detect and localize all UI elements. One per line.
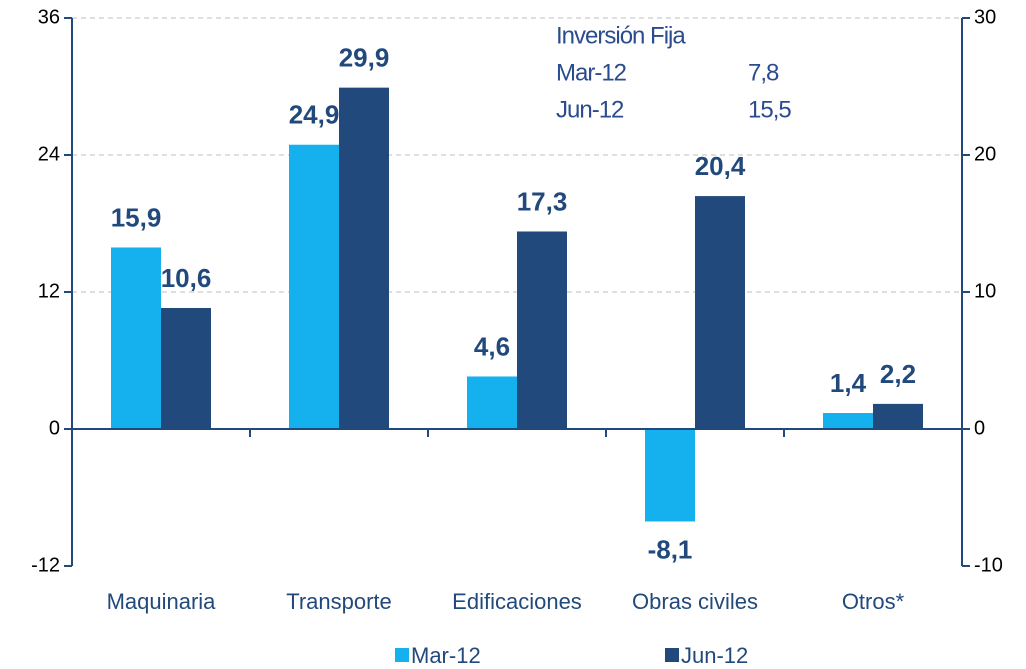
- legend-label: Mar-12: [411, 643, 481, 668]
- legend-swatch: [395, 648, 409, 662]
- y2-tick-label: 10: [974, 280, 996, 302]
- x-tick-label: Edificaciones: [452, 589, 582, 614]
- y-tick-label: 12: [38, 280, 60, 302]
- y2-tick-label: 0: [974, 417, 985, 439]
- annotation-cell: Mar-12: [556, 59, 627, 86]
- y-tick-label: -12: [31, 554, 60, 576]
- bar: [467, 376, 517, 429]
- y-tick-label: 36: [38, 6, 60, 28]
- x-tick-label: Obras civiles: [632, 589, 758, 614]
- annotation-cell: 15,5: [748, 96, 791, 123]
- y2-tick-label: -10: [974, 554, 1003, 576]
- value-label: 29,9: [339, 43, 390, 73]
- value-label: 24,9: [289, 100, 340, 130]
- value-label: 2,2: [880, 359, 916, 389]
- value-label: 15,9: [111, 202, 162, 232]
- annotation-cell: Jun-12: [556, 96, 624, 123]
- annotation-cell: 7,8: [748, 59, 779, 86]
- value-label: 20,4: [695, 151, 746, 181]
- value-label: 4,6: [474, 331, 510, 361]
- bar: [111, 247, 161, 429]
- value-label: 10,6: [161, 263, 212, 293]
- bar: [517, 231, 567, 429]
- y2-tick-label: 20: [974, 143, 996, 165]
- legend-swatch: [665, 648, 679, 662]
- bar: [695, 196, 745, 429]
- y-tick-label: 0: [49, 417, 60, 439]
- bar: [645, 429, 695, 522]
- bar: [823, 413, 873, 429]
- legend-label: Jun-12: [681, 643, 748, 668]
- x-tick-label: Transporte: [286, 589, 392, 614]
- bar: [289, 144, 339, 429]
- value-label: 17,3: [517, 186, 568, 216]
- value-label: 1,4: [830, 368, 867, 398]
- bar: [873, 403, 923, 429]
- x-tick-label: Otros*: [842, 589, 905, 614]
- y2-tick-label: 30: [974, 6, 996, 28]
- bar: [339, 87, 389, 430]
- value-label: -8,1: [648, 534, 693, 564]
- y-tick-label: 24: [38, 143, 60, 165]
- annotation-title: Inversión Fija: [556, 22, 686, 49]
- bar: [161, 307, 211, 429]
- x-tick-label: Maquinaria: [107, 589, 217, 614]
